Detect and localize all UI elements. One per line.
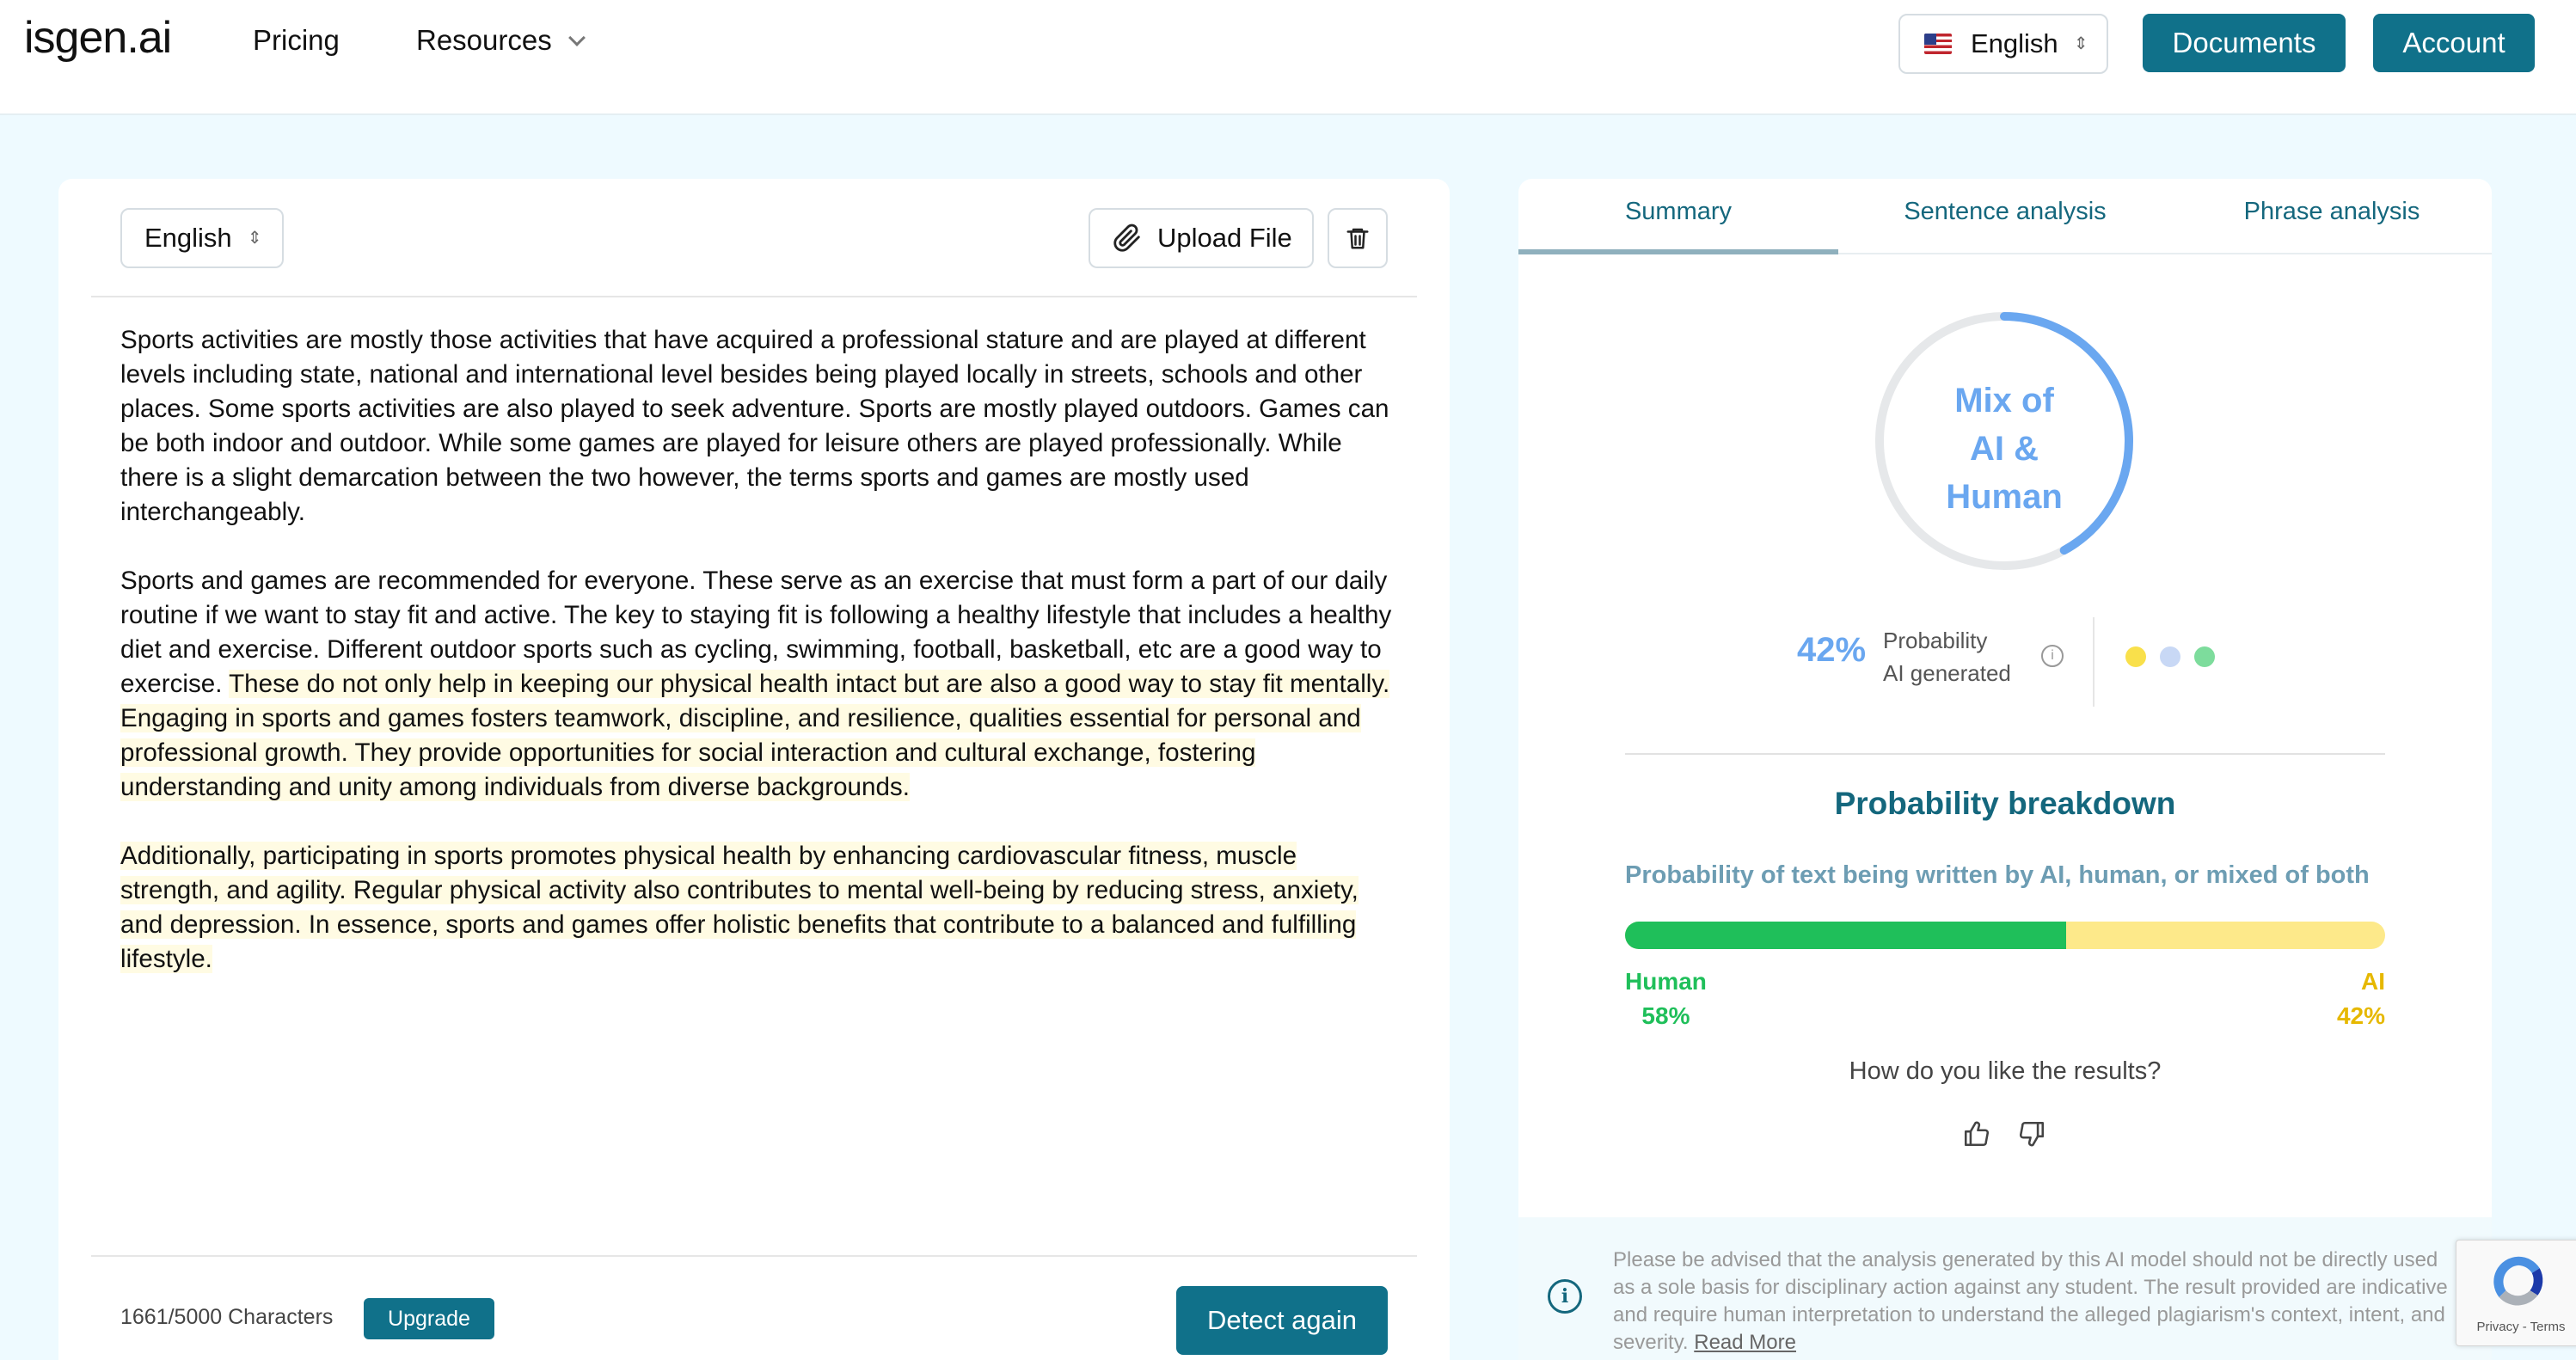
divider <box>91 296 1417 297</box>
documents-button[interactable]: Documents <box>2143 14 2346 72</box>
recaptcha-badge[interactable]: Privacy - Terms <box>2456 1240 2576 1346</box>
human-probability: Human 58% <box>1625 965 1707 1033</box>
ai-probability-ring <box>1875 312 2133 570</box>
upgrade-button[interactable]: Upgrade <box>364 1298 494 1339</box>
recaptcha-icon <box>2493 1256 2543 1306</box>
upload-file-label: Upload File <box>1157 223 1292 253</box>
probability-caption: Probability AI generated <box>1883 624 2011 689</box>
probability-caption-line: AI generated <box>1883 660 2011 686</box>
updown-chevron-icon: ⇕ <box>2073 34 2088 53</box>
active-tab-indicator <box>1518 249 1838 254</box>
thumbs-down-icon[interactable] <box>2017 1119 2046 1149</box>
paragraph-text: Sports and games are recommended for eve… <box>120 567 1392 698</box>
human-bar-fill <box>1625 922 2066 949</box>
ai-highlighted-text: These do not only help in keeping our ph… <box>120 670 1390 801</box>
language-select[interactable]: English ⇕ <box>1898 14 2108 74</box>
detect-again-button[interactable]: Detect again <box>1176 1286 1388 1355</box>
tab-summary[interactable]: Summary <box>1624 198 1733 225</box>
legend-dot-blue <box>2160 646 2180 667</box>
tab-sentence-analysis[interactable]: Sentence analysis <box>1904 198 2107 225</box>
paragraph: Sports activities are mostly those activ… <box>120 323 1401 530</box>
verdict-line: Human <box>1946 478 2063 516</box>
thumbs-up-icon[interactable] <box>1962 1119 1991 1149</box>
ai-probability: AI 42% <box>2330 965 2385 1033</box>
ai-probability-percent: 42% <box>1797 631 1867 669</box>
legend-dot-green <box>2194 646 2215 667</box>
updown-chevron-icon: ⇕ <box>247 229 262 248</box>
editor-language-select[interactable]: English ⇕ <box>120 208 284 268</box>
paragraph: Additionally, participating in sports pr… <box>120 839 1401 977</box>
disclaimer: i Please be advised that the analysis ge… <box>1518 1217 2492 1360</box>
verdict-line: Mix of <box>1954 382 2054 420</box>
legend-dot-yellow <box>2125 646 2146 667</box>
upload-file-button[interactable]: Upload File <box>1089 208 1314 268</box>
ai-label: AI <box>2361 968 2385 995</box>
account-button[interactable]: Account <box>2373 14 2535 72</box>
nav-resources[interactable]: Resources <box>416 24 586 57</box>
verdict-label: Mix of AI & Human <box>1871 377 2137 521</box>
delete-button[interactable] <box>1328 208 1388 268</box>
tab-phrase-analysis[interactable]: Phrase analysis <box>2243 198 2420 225</box>
input-text-area[interactable]: Sports activities are mostly those activ… <box>120 323 1401 1011</box>
probability-breakdown-title: Probability breakdown <box>1834 786 2176 821</box>
top-nav: isgen.ai Pricing Resources English ⇕ Doc… <box>0 0 2576 115</box>
feedback-question: How do you like the results? <box>1849 1057 2162 1085</box>
ring-progress <box>1875 312 2133 570</box>
ai-highlighted-text: Additionally, participating in sports pr… <box>120 842 1359 973</box>
paragraph-text: Sports activities are mostly those activ… <box>120 326 1389 526</box>
probability-caption-line: Probability <box>1883 628 1988 653</box>
editor-language-label: English <box>144 223 232 253</box>
paperclip-icon <box>1113 224 1140 252</box>
probability-breakdown-subtitle: Probability of text being written by AI,… <box>1625 861 2370 889</box>
us-flag-icon <box>1924 34 1952 54</box>
nav-resources-label: Resources <box>416 24 552 56</box>
human-label: Human <box>1625 968 1707 995</box>
editor-panel: English ⇕ Upload File Sports activities … <box>58 179 1450 1360</box>
divider <box>2093 617 2095 707</box>
language-select-label: English <box>1971 28 2058 58</box>
info-icon: i <box>1548 1279 1582 1314</box>
divider <box>91 1255 1417 1257</box>
ai-percent: 42% <box>2336 1002 2385 1029</box>
disclaimer-body: Please be advised that the analysis gene… <box>1613 1248 2448 1354</box>
divider <box>1625 753 2385 755</box>
chevron-down-icon <box>567 29 586 46</box>
results-tabs: Summary Sentence analysis Phrase analysi… <box>1518 179 2492 254</box>
trash-icon <box>1346 228 1369 249</box>
results-panel: Summary Sentence analysis Phrase analysi… <box>1518 179 2492 1360</box>
info-icon[interactable]: i <box>2041 645 2064 667</box>
verdict-line: AI & <box>1970 430 2039 468</box>
disclaimer-text: Please be advised that the analysis gene… <box>1613 1247 2464 1357</box>
character-count: 1661/5000 Characters <box>120 1305 334 1329</box>
probability-bar <box>1625 922 2385 949</box>
paragraph: Sports and games are recommended for eve… <box>120 564 1401 805</box>
recaptcha-privacy-terms[interactable]: Privacy - Terms <box>2476 1320 2566 1334</box>
logo[interactable]: isgen.ai <box>24 13 172 63</box>
nav-pricing[interactable]: Pricing <box>253 24 340 56</box>
read-more-link[interactable]: Read More <box>1694 1331 1796 1354</box>
human-percent: 58% <box>1641 1002 1690 1029</box>
